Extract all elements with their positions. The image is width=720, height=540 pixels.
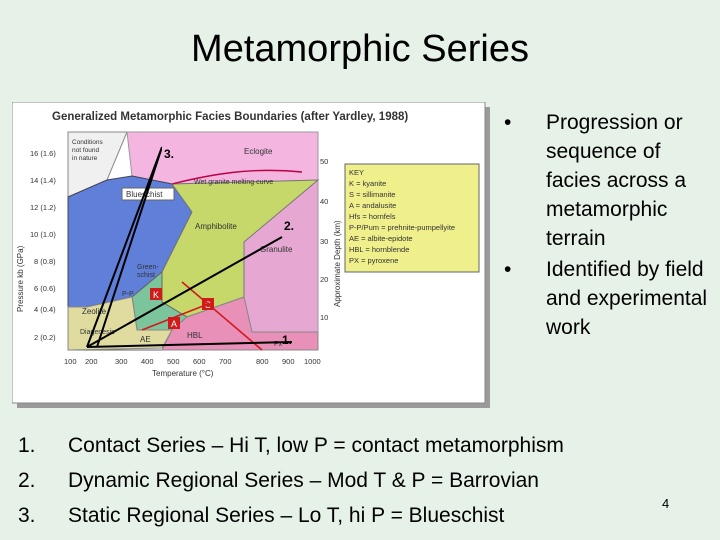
series-number: 3. — [18, 504, 36, 527]
svg-text:PX = pyroxene: PX = pyroxene — [349, 256, 398, 265]
svg-text:12 (1.2): 12 (1.2) — [30, 203, 56, 212]
marker-3: 3. — [164, 147, 174, 161]
svg-text:HBL = hornblende: HBL = hornblende — [349, 245, 409, 254]
svg-text:50: 50 — [320, 157, 328, 166]
facies-amphibolite: Amphibolite — [195, 222, 237, 231]
svg-text:300: 300 — [115, 357, 128, 366]
series-1-line — [86, 341, 293, 348]
svg-text:20: 20 — [320, 275, 328, 284]
series-number: 2. — [18, 469, 36, 492]
series-text: Contact Series – Hi T, low P = contact m… — [68, 434, 564, 457]
label-a: A — [171, 319, 177, 329]
svg-text:A = andalusite: A = andalusite — [349, 201, 396, 210]
svg-text:Hfs = hornfels: Hfs = hornfels — [349, 212, 396, 221]
series-text: Dynamic Regional Series – Mod T & P = Ba… — [68, 469, 539, 492]
plot-area: K S A Conditions not found in nature Eclog… — [67, 131, 320, 351]
svg-text:500: 500 — [167, 357, 180, 366]
facies-hbl: HBL — [187, 331, 203, 340]
x-ticks: 100 200 300 400 500 600 700 800 900 1000 — [64, 357, 321, 366]
svg-text:1000: 1000 — [304, 357, 321, 366]
bullet-item: • Identified by field and experimental w… — [498, 255, 713, 342]
svg-text:100: 100 — [64, 357, 77, 366]
y-ticks-left: 16 (1.6) 14 (1.4) 12 (1.2) 10 (1.0) 8 (0… — [30, 149, 56, 342]
bullet-dot-icon: • — [504, 258, 512, 281]
bullet-text: Identified by field and experimental wor… — [546, 258, 708, 339]
svg-text:700: 700 — [219, 357, 232, 366]
series-list: 1. Contact Series – Hi T, low P = contac… — [18, 428, 668, 533]
svg-text:40: 40 — [320, 197, 328, 206]
svg-text:400: 400 — [141, 357, 154, 366]
svg-text:10 (1.0): 10 (1.0) — [30, 230, 56, 239]
page-number: 4 — [662, 496, 670, 511]
series-2-line — [86, 236, 283, 348]
svg-text:K = kyanite: K = kyanite — [349, 179, 386, 188]
svg-text:600: 600 — [193, 357, 206, 366]
bullet-item: • Progression or sequence of facies acro… — [498, 108, 713, 253]
depth-ticks: 50 40 30 20 10 — [320, 157, 328, 322]
eclogite-region — [126, 131, 319, 185]
svg-text:6 (0.6): 6 (0.6) — [34, 284, 56, 293]
series-row: 3. Static Regional Series – Lo T, hi P =… — [18, 498, 668, 533]
y-axis-right-label: Approximate Depth (km) — [333, 220, 342, 307]
bullet-list: • Progression or sequence of facies acro… — [498, 108, 713, 344]
series-row: 1. Contact Series – Hi T, low P = contac… — [18, 428, 668, 463]
label-k: K — [153, 290, 159, 300]
bullet-text: Progression or sequence of facies across… — [546, 111, 687, 250]
series-row: 2. Dynamic Regional Series – Mod T & P =… — [18, 463, 668, 498]
svg-text:800: 800 — [256, 357, 269, 366]
facies-greenschist: Green-schist — [137, 264, 159, 279]
svg-text:14 (1.4): 14 (1.4) — [30, 176, 56, 185]
marker-1: 1. — [282, 333, 292, 347]
facies-eclogite: Eclogite — [244, 147, 273, 156]
marker-2: 2. — [284, 219, 294, 233]
svg-text:10: 10 — [320, 313, 328, 322]
facies-zeolite: Zeolite — [82, 307, 107, 316]
key-box — [344, 163, 480, 273]
series-number: 1. — [18, 434, 36, 457]
facies-diagenesis: Diagenesis — [80, 329, 115, 336]
facies-wet-granite: Wet granite melting curve — [194, 179, 273, 186]
svg-text:P-P/Pum = prehnite-pumpellyite: P-P/Pum = prehnite-pumpellyite — [349, 223, 455, 232]
svg-text:200: 200 — [85, 357, 98, 366]
svg-text:4 (0.4): 4 (0.4) — [34, 305, 56, 314]
facies-conditions: Conditions not found in nature — [72, 139, 103, 162]
svg-text:8 (0.8): 8 (0.8) — [34, 257, 56, 266]
contact-region — [161, 296, 319, 351]
facies-pp: P-P — [122, 291, 134, 298]
svg-text:16 (1.6): 16 (1.6) — [30, 149, 56, 158]
svg-text:S = sillimanite: S = sillimanite — [349, 190, 395, 199]
slide-title: Metamorphic Series — [191, 28, 529, 70]
svg-text:900: 900 — [282, 357, 295, 366]
kyanite-marker — [168, 317, 180, 329]
facies-granulite: Granulite — [260, 245, 293, 254]
series-text: Static Regional Series – Lo T, hi P = Bl… — [68, 504, 505, 527]
zeolite-region — [67, 296, 173, 351]
facies-ae: AE — [140, 335, 151, 344]
wet-granite-curve — [171, 169, 303, 185]
svg-text:30: 30 — [320, 237, 328, 246]
svg-text:KEY: KEY — [349, 168, 364, 177]
bullet-dot-icon: • — [504, 111, 512, 134]
y-axis-left-label: Pressure kb (GPa) — [16, 245, 25, 312]
key-text: KEY K = kyanite S = sillimanite A = anda… — [349, 168, 455, 265]
diagram-title: Generalized Metamorphic Facies Boundarie… — [52, 111, 408, 123]
facies-diagram: Generalized Metamorphic Facies Boundarie… — [12, 102, 490, 408]
facies-px: Px — [274, 341, 283, 348]
svg-text:AE = albite-epidote: AE = albite-epidote — [349, 234, 413, 243]
andalusite-marker — [150, 288, 162, 300]
alsio-lines — [141, 281, 263, 351]
svg-text:2 (0.2): 2 (0.2) — [34, 333, 56, 342]
x-axis-label: Temperature (°C) — [152, 369, 214, 378]
